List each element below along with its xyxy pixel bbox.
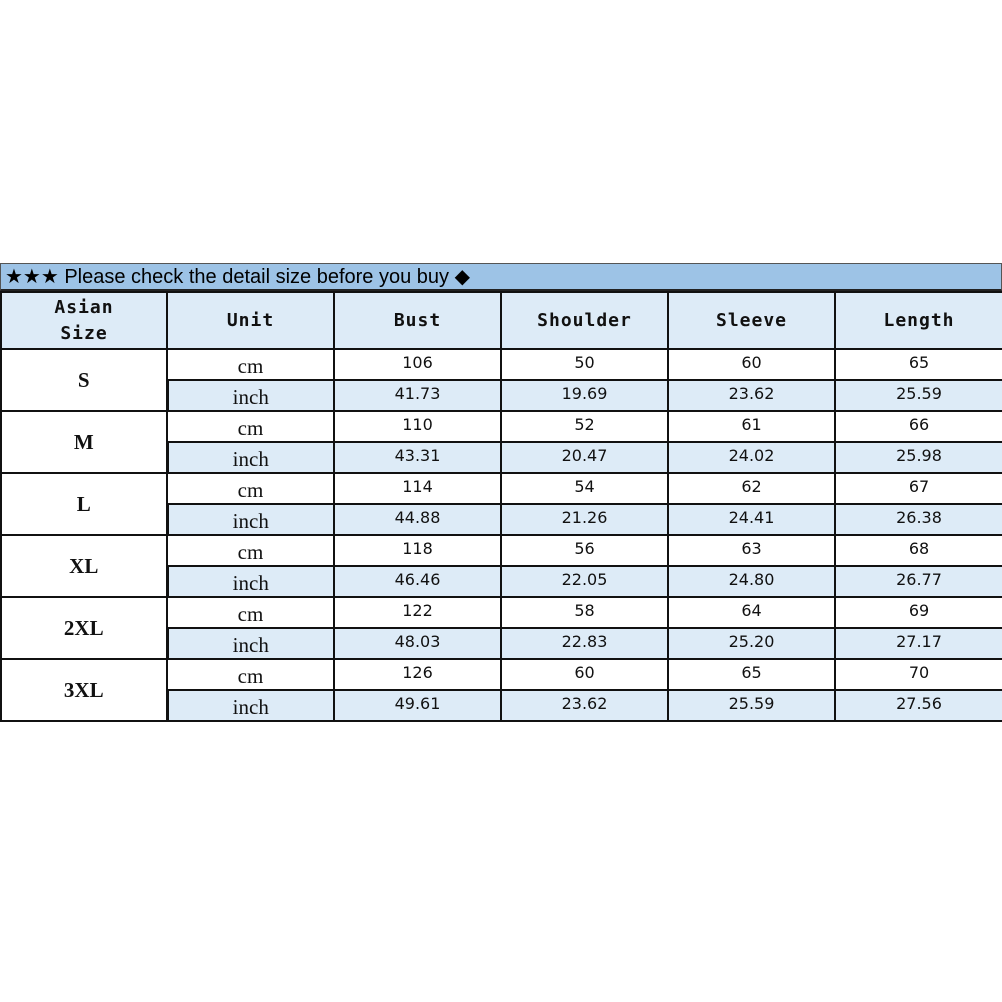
shoulder-value: 56 xyxy=(500,534,669,567)
sleeve-value: 65 xyxy=(667,658,836,691)
length-value: 65 xyxy=(834,348,1002,381)
table-row-inch: inch 43.31 20.47 24.02 25.98 xyxy=(1,441,1002,474)
size-label: 3XL xyxy=(0,658,168,722)
header-bust: Bust xyxy=(333,291,502,350)
table-row-inch: inch 49.61 23.62 25.59 27.56 xyxy=(1,689,1002,722)
size-label: 2XL xyxy=(0,596,168,660)
size-label: XL xyxy=(0,534,168,598)
shoulder-value: 22.83 xyxy=(500,627,669,660)
sleeve-value: 24.02 xyxy=(667,441,836,474)
length-value: 25.59 xyxy=(834,379,1002,412)
unit-label: inch xyxy=(165,379,335,412)
header-row: Asian Size Unit Bust Shoulder Sleeve Len… xyxy=(0,291,1002,350)
length-value: 70 xyxy=(834,658,1002,691)
header-asian-size-label: Asian Size xyxy=(54,296,114,344)
length-value: 67 xyxy=(834,472,1002,505)
bust-value: 48.03 xyxy=(333,627,502,660)
header-asian-size: Asian Size xyxy=(0,291,168,350)
size-chart: ★★★ Please check the detail size before … xyxy=(0,263,1002,722)
unit-label: cm xyxy=(166,534,335,567)
bust-value: 43.31 xyxy=(333,441,502,474)
unit-label: cm xyxy=(166,410,335,443)
sleeve-value: 64 xyxy=(667,596,836,629)
shoulder-value: 22.05 xyxy=(500,565,669,598)
bust-value: 110 xyxy=(333,410,502,443)
shoulder-value: 21.26 xyxy=(500,503,669,536)
table-row-inch: inch 48.03 22.83 25.20 27.17 xyxy=(1,627,1002,660)
length-value: 66 xyxy=(834,410,1002,443)
sleeve-value: 61 xyxy=(667,410,836,443)
length-value: 69 xyxy=(834,596,1002,629)
table-row-inch: inch 41.73 19.69 23.62 25.59 xyxy=(1,379,1002,412)
table-row-cm: XL cm 118 56 63 68 xyxy=(0,534,1002,598)
sleeve-value: 25.20 xyxy=(667,627,836,660)
header-length: Length xyxy=(834,291,1002,350)
size-label: M xyxy=(0,410,168,474)
length-value: 26.38 xyxy=(834,503,1002,536)
sleeve-value: 24.41 xyxy=(667,503,836,536)
bust-value: 118 xyxy=(333,534,502,567)
bust-value: 114 xyxy=(333,472,502,505)
length-value: 68 xyxy=(834,534,1002,567)
unit-label: inch xyxy=(165,565,335,598)
size-table: Asian Size Unit Bust Shoulder Sleeve Len… xyxy=(0,291,1002,722)
bust-value: 41.73 xyxy=(333,379,502,412)
shoulder-value: 58 xyxy=(500,596,669,629)
size-label: S xyxy=(0,348,168,412)
shoulder-value: 54 xyxy=(500,472,669,505)
unit-label: cm xyxy=(166,472,335,505)
unit-label: inch xyxy=(165,503,335,536)
sleeve-value: 23.62 xyxy=(667,379,836,412)
length-value: 26.77 xyxy=(834,565,1002,598)
unit-label: inch xyxy=(165,441,335,474)
bust-value: 49.61 xyxy=(333,689,502,722)
table-row-inch: inch 44.88 21.26 24.41 26.38 xyxy=(1,503,1002,536)
size-chart-title: ★★★ Please check the detail size before … xyxy=(0,263,1002,291)
sleeve-value: 62 xyxy=(667,472,836,505)
header-shoulder: Shoulder xyxy=(500,291,669,350)
unit-label: cm xyxy=(166,596,335,629)
bust-value: 126 xyxy=(333,658,502,691)
sleeve-value: 24.80 xyxy=(667,565,836,598)
header-sleeve: Sleeve xyxy=(667,291,836,350)
unit-label: cm xyxy=(166,348,335,381)
shoulder-value: 52 xyxy=(500,410,669,443)
bust-value: 106 xyxy=(333,348,502,381)
sleeve-value: 63 xyxy=(667,534,836,567)
header-unit: Unit xyxy=(166,291,335,350)
bust-value: 46.46 xyxy=(333,565,502,598)
bust-value: 122 xyxy=(333,596,502,629)
sleeve-value: 60 xyxy=(667,348,836,381)
bust-value: 44.88 xyxy=(333,503,502,536)
shoulder-value: 19.69 xyxy=(500,379,669,412)
sleeve-value: 25.59 xyxy=(667,689,836,722)
length-value: 27.56 xyxy=(834,689,1002,722)
shoulder-value: 50 xyxy=(500,348,669,381)
length-value: 27.17 xyxy=(834,627,1002,660)
shoulder-value: 20.47 xyxy=(500,441,669,474)
table-row-inch: inch 46.46 22.05 24.80 26.77 xyxy=(1,565,1002,598)
shoulder-value: 60 xyxy=(500,658,669,691)
unit-label: inch xyxy=(165,627,335,660)
unit-label: cm xyxy=(166,658,335,691)
length-value: 25.98 xyxy=(834,441,1002,474)
table-row-cm: 3XL cm 126 60 65 70 xyxy=(0,658,1002,722)
size-label: L xyxy=(0,472,168,536)
unit-label: inch xyxy=(165,689,335,722)
shoulder-value: 23.62 xyxy=(500,689,669,722)
table-row-cm: 2XL cm 122 58 64 69 xyxy=(0,596,1002,660)
